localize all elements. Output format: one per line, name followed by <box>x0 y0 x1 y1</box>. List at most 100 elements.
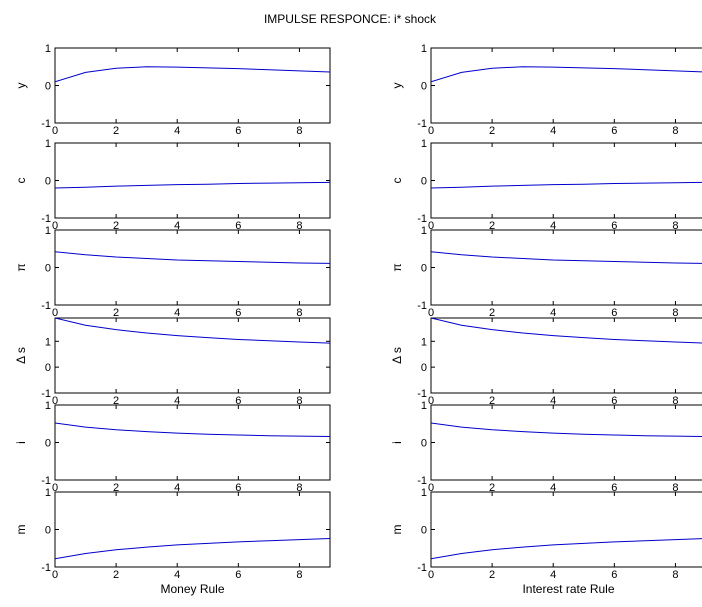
y-tick-label: 0 <box>421 362 427 374</box>
y-axis-label: c <box>14 178 28 184</box>
figure-title: IMPULSE RESPONCE: i* shock <box>264 12 437 26</box>
x-tick-label: 6 <box>235 307 241 319</box>
x-tick-label: 2 <box>113 220 119 232</box>
x-tick-label: 0 <box>428 307 434 319</box>
y-tick-label: 0 <box>45 263 51 275</box>
x-tick-label: 8 <box>672 220 678 232</box>
y-tick-label: 1 <box>421 487 427 499</box>
x-tick-label: 8 <box>296 395 302 407</box>
x-tick-label: 6 <box>235 482 241 494</box>
y-tick-label: -1 <box>417 118 427 130</box>
y-tick-label: -1 <box>41 388 51 400</box>
x-tick-label: 8 <box>672 482 678 494</box>
y-tick-label: -1 <box>41 300 51 312</box>
x-axis-label: Money Rule <box>160 582 224 596</box>
y-tick-label: 1 <box>45 487 51 499</box>
y-tick-label: -1 <box>417 300 427 312</box>
axes-box <box>54 491 331 568</box>
x-tick-label: 2 <box>113 482 119 494</box>
y-tick-label: -1 <box>41 475 51 487</box>
y-axis-label: i <box>390 441 404 444</box>
y-tick-label: 1 <box>45 225 51 237</box>
x-tick-label: 4 <box>550 307 556 319</box>
series-line-Δs <box>55 318 330 344</box>
y-tick-label: 0 <box>421 525 427 537</box>
y-tick-label: 0 <box>45 362 51 374</box>
x-tick-label: 4 <box>174 125 180 137</box>
y-axis-label: y <box>390 83 404 89</box>
y-axis-label: y <box>14 83 28 89</box>
axes-box <box>430 317 702 394</box>
x-tick-label: 2 <box>113 569 119 581</box>
axes-box <box>54 47 331 124</box>
y-axis-label: Δ s <box>14 347 28 364</box>
x-tick-label: 2 <box>489 569 495 581</box>
series-line-i <box>55 422 330 437</box>
y-axis-label: π <box>390 263 404 271</box>
axes-box <box>430 229 702 306</box>
y-axis-label: π <box>14 263 28 271</box>
y-tick-label: -1 <box>41 562 51 574</box>
y-tick-label: 1 <box>45 336 51 348</box>
y-tick-label: -1 <box>41 118 51 130</box>
y-tick-label: 0 <box>45 525 51 537</box>
x-tick-label: 4 <box>174 569 180 581</box>
x-tick-label: 0 <box>428 569 434 581</box>
series-line-i <box>431 422 702 437</box>
y-tick-label: 0 <box>421 263 427 275</box>
x-tick-label: 2 <box>113 395 119 407</box>
y-tick-label: 1 <box>421 336 427 348</box>
series-line-π <box>431 251 702 264</box>
x-tick-label: 6 <box>611 569 617 581</box>
x-tick-label: 0 <box>428 482 434 494</box>
x-tick-label: 4 <box>550 482 556 494</box>
x-tick-label: 8 <box>672 569 678 581</box>
x-tick-label: 8 <box>296 482 302 494</box>
x-tick-label: 0 <box>428 125 434 137</box>
axes-box <box>430 142 702 219</box>
x-tick-label: 4 <box>550 569 556 581</box>
y-tick-label: -1 <box>417 562 427 574</box>
y-tick-label: -1 <box>417 213 427 225</box>
y-axis-label: m <box>14 525 28 535</box>
y-tick-label: 1 <box>45 400 51 412</box>
x-axis-label: Interest rate Rule <box>522 582 614 596</box>
x-tick-label: 2 <box>489 220 495 232</box>
x-tick-label: 2 <box>489 482 495 494</box>
y-tick-label: -1 <box>41 213 51 225</box>
x-tick-label: 6 <box>611 482 617 494</box>
axes-box <box>54 404 331 481</box>
x-tick-label: 4 <box>174 395 180 407</box>
y-tick-label: -1 <box>417 388 427 400</box>
x-tick-label: 0 <box>52 125 58 137</box>
x-tick-label: 6 <box>235 125 241 137</box>
y-tick-label: 0 <box>421 176 427 188</box>
x-tick-label: 6 <box>235 395 241 407</box>
y-tick-label: 0 <box>45 81 51 93</box>
series-line-m <box>431 538 702 560</box>
x-tick-label: 8 <box>296 569 302 581</box>
x-tick-label: 8 <box>296 307 302 319</box>
axes-box <box>54 229 331 306</box>
x-tick-label: 4 <box>174 220 180 232</box>
x-tick-label: 0 <box>52 220 58 232</box>
x-tick-label: 0 <box>52 307 58 319</box>
x-tick-label: 0 <box>428 220 434 232</box>
y-tick-label: 0 <box>421 81 427 93</box>
y-axis-label: i <box>14 441 28 444</box>
x-tick-label: 8 <box>296 220 302 232</box>
axes-box <box>54 142 331 219</box>
y-tick-label: 0 <box>45 176 51 188</box>
